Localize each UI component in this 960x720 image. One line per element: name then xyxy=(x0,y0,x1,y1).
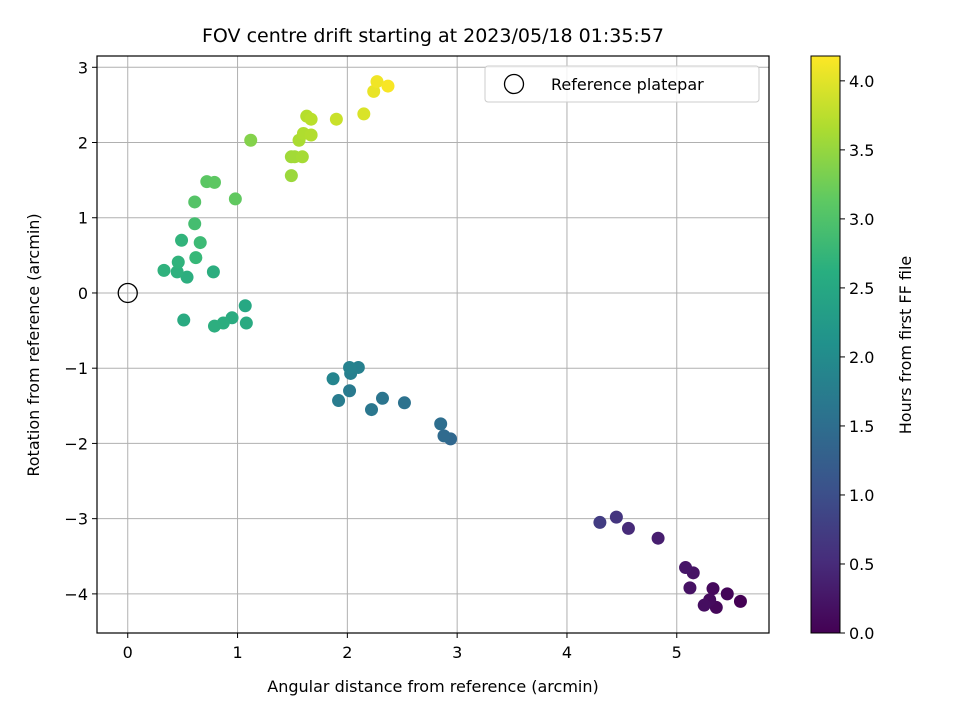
y-axis-label: Rotation from reference (arcmin) xyxy=(24,213,43,476)
data-point xyxy=(381,79,395,93)
plot-frame xyxy=(96,55,770,634)
y-tick-label: −1 xyxy=(64,359,88,378)
legend-box xyxy=(484,65,760,103)
colorbar-label: Hours from first FF file xyxy=(896,256,915,435)
reference-point xyxy=(117,282,138,304)
y-tick-label: 1 xyxy=(78,209,88,228)
data-point xyxy=(343,360,357,374)
data-point xyxy=(207,319,221,333)
x-tick-label: 4 xyxy=(562,643,572,662)
data-point xyxy=(437,429,451,443)
reference-marker xyxy=(117,282,138,304)
colorbar-tick-label: 2.5 xyxy=(849,279,874,298)
chart-title: FOV centre drift starting at 2023/05/18 … xyxy=(202,25,664,47)
x-tick-label: 2 xyxy=(342,643,352,662)
data-point xyxy=(284,169,298,183)
data-point xyxy=(188,195,202,209)
data-point xyxy=(609,510,623,524)
colorbar-tick-label: 3.5 xyxy=(849,141,874,160)
data-point xyxy=(177,313,191,327)
grid xyxy=(97,56,769,633)
data-point xyxy=(304,128,318,142)
data-point xyxy=(434,417,448,431)
y-tick-label: 0 xyxy=(78,284,88,303)
data-point xyxy=(706,582,720,596)
data-point xyxy=(332,394,346,408)
data-point xyxy=(621,521,635,535)
data-point xyxy=(343,384,357,398)
y-axis-ticks: −4 −3 −2 −1 0 1 2 3 xyxy=(64,58,97,604)
data-point xyxy=(193,236,207,250)
data-point xyxy=(171,255,185,269)
data-point xyxy=(207,175,221,189)
data-point xyxy=(188,217,202,231)
data-point xyxy=(679,561,693,575)
data-point xyxy=(370,75,384,89)
x-tick-label: 5 xyxy=(672,643,682,662)
data-point xyxy=(720,587,734,601)
colorbar xyxy=(810,55,841,634)
data-point xyxy=(593,515,607,529)
y-tick-label: 3 xyxy=(78,58,88,77)
legend: Reference platepar xyxy=(484,65,760,103)
colorbar-tick-label: 1.5 xyxy=(849,417,874,436)
data-point xyxy=(206,265,220,279)
data-point xyxy=(357,107,371,121)
data-point xyxy=(304,112,318,126)
colorbar-tick-label: 0.0 xyxy=(849,624,874,643)
legend-marker-icon xyxy=(503,73,525,95)
data-point xyxy=(397,396,411,410)
data-point xyxy=(326,372,340,386)
data-point xyxy=(367,84,381,98)
data-point xyxy=(180,270,194,284)
data-point xyxy=(228,192,242,206)
legend-label: Reference platepar xyxy=(551,75,704,94)
data-point xyxy=(157,263,171,277)
y-tick-label: −2 xyxy=(64,434,88,453)
data-point xyxy=(170,265,184,279)
data-point xyxy=(295,150,309,164)
colorbar-ticks: 0.0 0.5 1.0 1.5 2.0 2.5 3.0 3.5 4.0 xyxy=(840,72,874,643)
data-points xyxy=(157,75,747,614)
data-point xyxy=(365,403,379,417)
y-tick-label: 2 xyxy=(78,134,88,153)
colorbar-tick-label: 1.0 xyxy=(849,486,874,505)
data-point xyxy=(733,594,747,608)
data-point xyxy=(175,233,189,247)
y-tick-label: −4 xyxy=(64,585,88,604)
data-point xyxy=(239,316,253,330)
x-tick-label: 0 xyxy=(123,643,133,662)
colorbar-tick-label: 2.0 xyxy=(849,348,874,367)
data-point xyxy=(651,531,665,545)
data-point xyxy=(238,299,252,313)
data-point xyxy=(683,581,697,595)
colorbar-tick-label: 0.5 xyxy=(849,555,874,574)
y-tick-label: −3 xyxy=(64,510,88,529)
data-point xyxy=(189,251,203,265)
data-point xyxy=(329,112,343,126)
colorbar-tick-label: 3.0 xyxy=(849,210,874,229)
data-point xyxy=(697,598,711,612)
x-axis-label: Angular distance from reference (arcmin) xyxy=(267,677,598,696)
data-point xyxy=(375,391,389,405)
x-tick-label: 3 xyxy=(452,643,462,662)
x-axis-ticks: 0 1 2 3 4 5 xyxy=(123,633,682,662)
data-point xyxy=(244,133,258,147)
x-tick-label: 1 xyxy=(232,643,242,662)
colorbar-tick-label: 4.0 xyxy=(849,72,874,91)
